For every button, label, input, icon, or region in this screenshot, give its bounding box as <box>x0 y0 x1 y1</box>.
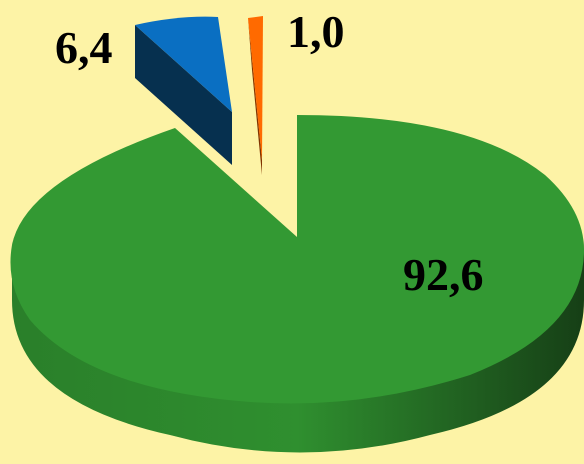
slice-green <box>10 115 584 404</box>
slice-orange <box>248 16 263 160</box>
data-label-6-4: 6,4 <box>55 22 113 73</box>
slice-side-blue <box>135 25 232 165</box>
slice-side-green <box>12 240 584 453</box>
slice-side-orange <box>248 18 262 175</box>
data-label-1-0: 1,0 <box>287 6 345 57</box>
data-label-92-6: 92,6 <box>403 249 484 300</box>
slice-blue <box>135 16 232 112</box>
